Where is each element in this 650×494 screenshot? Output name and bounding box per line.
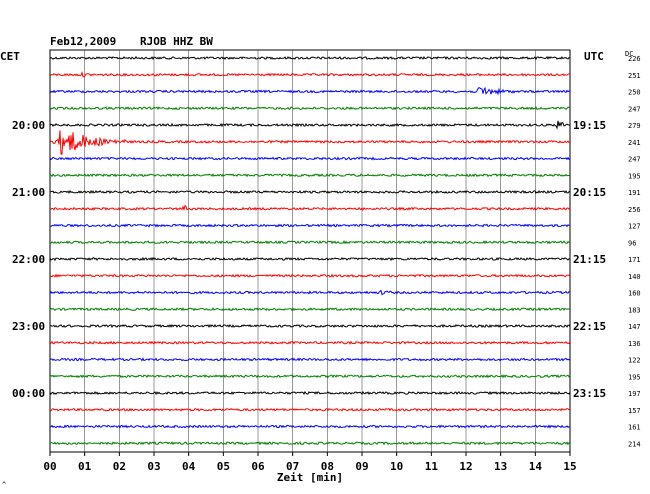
trace-line bbox=[49, 204, 571, 212]
dc-offset-value: 161 bbox=[628, 424, 641, 432]
right-time-label: 22:15 bbox=[573, 320, 606, 333]
dc-offset-value: 147 bbox=[628, 323, 641, 331]
x-tick-label: 11 bbox=[425, 460, 439, 473]
trace-line bbox=[49, 289, 571, 296]
dc-offset-value: 157 bbox=[628, 407, 641, 415]
x-tick-label: 05 bbox=[217, 460, 230, 473]
trace-line bbox=[50, 323, 571, 329]
right-time-label: 20:15 bbox=[573, 186, 606, 199]
left-time-label: 23:00 bbox=[12, 320, 45, 333]
dc-offset-value: 247 bbox=[628, 156, 641, 164]
dc-offset-value: 160 bbox=[628, 290, 641, 298]
dc-offset-value: 127 bbox=[628, 223, 641, 231]
left-time-label: 22:00 bbox=[12, 253, 45, 266]
dc-offset-value: 122 bbox=[628, 357, 641, 365]
x-tick-label: 02 bbox=[113, 460, 126, 473]
x-tick-label: 09 bbox=[355, 460, 368, 473]
trace-line bbox=[50, 223, 570, 228]
right-time-label: 19:15 bbox=[573, 119, 606, 132]
dc-offset-value: 247 bbox=[628, 105, 641, 113]
left-time-label: 00:00 bbox=[12, 387, 45, 400]
x-tick-label: 01 bbox=[78, 460, 92, 473]
dc-offset-value: 183 bbox=[628, 306, 641, 314]
dc-offset-value: 171 bbox=[628, 256, 641, 264]
corner-mark: ^ bbox=[2, 481, 6, 489]
dc-offset-value: 195 bbox=[628, 373, 641, 381]
dc-offset-value: 256 bbox=[628, 206, 641, 214]
seismogram-traces bbox=[49, 55, 571, 446]
dc-offset-value: 226 bbox=[628, 55, 641, 63]
dc-offset-value: 136 bbox=[628, 340, 641, 348]
axis-labels: 00 01 02 03 04 05 06 07 08 09 10 11 12 13 14 15 20:00 21:… bbox=[12, 55, 641, 473]
x-tick-label: 03 bbox=[147, 460, 160, 473]
trace-line bbox=[49, 120, 571, 130]
dc-offset-value: 96 bbox=[628, 239, 636, 247]
x-tick-label: 06 bbox=[251, 460, 265, 473]
trace-line bbox=[49, 374, 571, 379]
x-tick-label: 08 bbox=[321, 460, 334, 473]
trace-line bbox=[49, 189, 571, 195]
x-axis-title: Zeit [min] bbox=[277, 471, 343, 484]
trace-line bbox=[49, 55, 571, 61]
right-time-label: 21:15 bbox=[573, 253, 606, 266]
trace-line bbox=[49, 390, 571, 396]
right-time-label: 23:15 bbox=[573, 387, 606, 400]
dc-offset-value: 279 bbox=[628, 122, 641, 130]
utc-zone-label: UTC bbox=[584, 50, 604, 63]
trace-line bbox=[49, 106, 571, 111]
trace-line bbox=[49, 240, 571, 245]
x-tick-label: 15 bbox=[563, 460, 576, 473]
x-tick-label: 10 bbox=[390, 460, 403, 473]
dc-offset-value: 214 bbox=[628, 440, 641, 448]
trace-line bbox=[49, 86, 571, 96]
trace-line bbox=[49, 273, 571, 278]
dc-offset-value: 191 bbox=[628, 189, 641, 197]
dc-offset-value: 250 bbox=[628, 89, 641, 97]
dc-offset-value: 140 bbox=[628, 273, 641, 281]
x-tick-label: 13 bbox=[494, 460, 507, 473]
trace-line bbox=[49, 156, 571, 161]
trace-line bbox=[49, 71, 570, 78]
dc-offset-value: 197 bbox=[628, 390, 641, 398]
station-label: RJOB HHZ BW bbox=[140, 35, 213, 48]
x-tick-label: 04 bbox=[182, 460, 196, 473]
date-label: Feb12,2009 bbox=[50, 35, 116, 48]
dc-offset-value: 241 bbox=[628, 139, 641, 147]
trace-line bbox=[49, 407, 571, 412]
cet-zone-label: CET bbox=[0, 50, 20, 63]
trace-line bbox=[49, 424, 571, 429]
x-tick-label: 12 bbox=[459, 460, 472, 473]
trace-line bbox=[49, 130, 571, 155]
dc-offset-value: 251 bbox=[628, 72, 641, 80]
dc-header-label: DC bbox=[625, 50, 633, 58]
x-tick-label: 07 bbox=[286, 460, 299, 473]
plot-frame bbox=[49, 49, 571, 453]
left-time-label: 21:00 bbox=[12, 186, 45, 199]
dc-offset-value: 195 bbox=[628, 172, 641, 180]
trace-line bbox=[49, 307, 571, 312]
trace-line bbox=[49, 357, 571, 362]
trace-line bbox=[49, 340, 571, 345]
left-time-label: 20:00 bbox=[12, 119, 45, 132]
x-tick-label: 00 bbox=[43, 460, 56, 473]
time-grid bbox=[49, 49, 571, 453]
trace-line bbox=[49, 441, 571, 446]
x-tick-label: 14 bbox=[529, 460, 543, 473]
trace-line bbox=[49, 173, 571, 178]
trace-line bbox=[49, 256, 570, 262]
